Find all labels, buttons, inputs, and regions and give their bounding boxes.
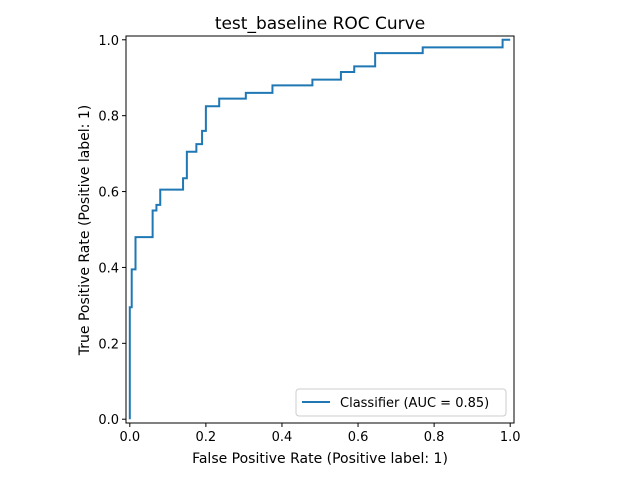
chart-title: test_baseline ROC Curve <box>215 14 425 34</box>
y-tick-label: 1.0 <box>98 34 119 49</box>
legend: Classifier (AUC = 0.85) <box>295 388 507 417</box>
x-tick-label: 0.0 <box>119 430 140 445</box>
legend-label: Classifier (AUC = 0.85) <box>340 396 489 411</box>
y-axis-label: True Positive Rate (Positive label: 1) <box>77 105 93 356</box>
roc-curve-line <box>128 38 511 420</box>
y-tick-label: 0.4 <box>98 261 119 276</box>
y-tick-label: 0.6 <box>98 186 119 201</box>
x-tick-label: 0.4 <box>272 430 293 445</box>
y-tick-label: 0.8 <box>98 110 119 125</box>
x-tick-label: 1.0 <box>500 430 521 445</box>
y-axis-ticks: 0.0 0.2 0.4 0.6 0.8 1.0 <box>98 34 126 428</box>
x-tick-label: 0.6 <box>348 430 369 445</box>
x-tick-label: 0.2 <box>196 430 217 445</box>
x-tick-label: 0.8 <box>424 430 445 445</box>
x-axis-ticks: 0.0 0.2 0.4 0.6 0.8 1.0 <box>119 423 521 445</box>
x-axis-label: False Positive Rate (Positive label: 1) <box>192 451 448 467</box>
plot-area <box>125 35 515 424</box>
legend-frame <box>295 388 507 417</box>
y-tick-label: 0.0 <box>98 413 119 428</box>
y-tick-label: 0.2 <box>98 337 119 352</box>
axes-frame <box>125 35 515 424</box>
